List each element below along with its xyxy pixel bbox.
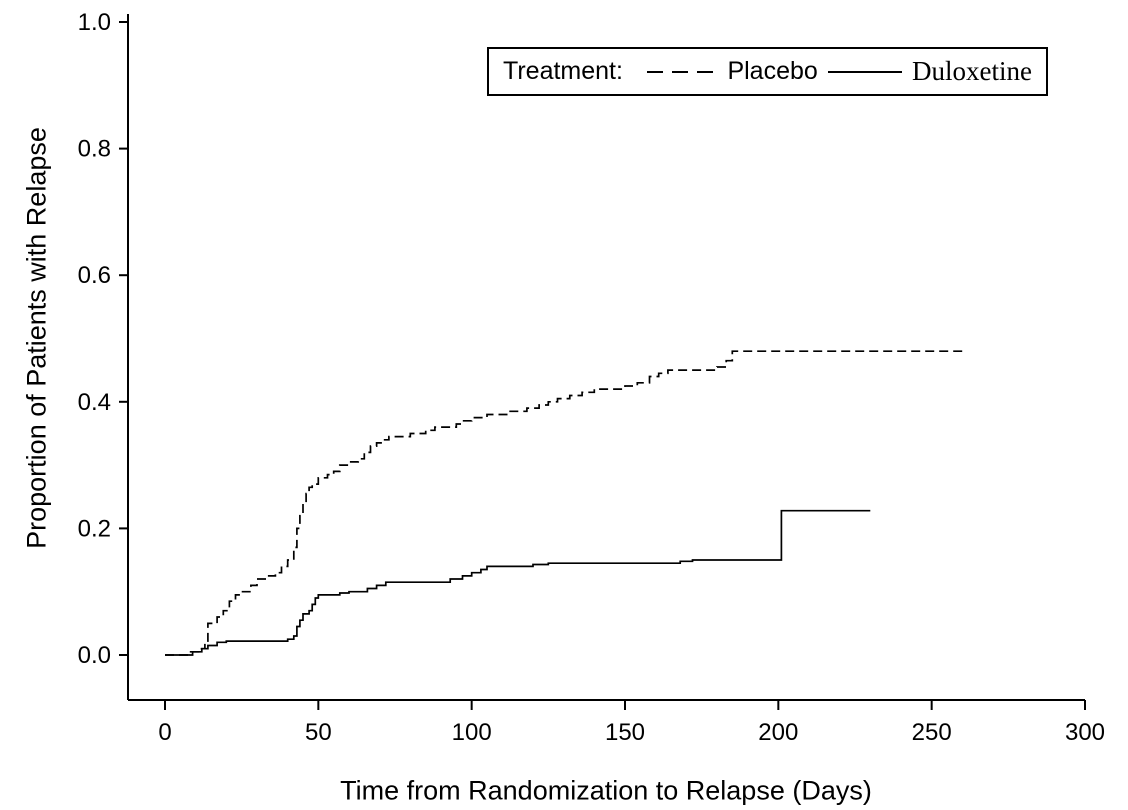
legend: Treatment: Placebo Duloxetine (487, 47, 1048, 96)
x-tick-label: 50 (305, 719, 332, 746)
x-tick-label: 250 (912, 719, 952, 746)
series-duloxetine-line (165, 509, 871, 656)
y-tick-label: 1.0 (78, 9, 111, 36)
x-tick-label: 300 (1065, 719, 1105, 746)
y-tick-label: 0.0 (78, 642, 111, 669)
y-tick-label: 0.2 (78, 515, 111, 542)
placebo-dashed-line-sample (646, 70, 718, 73)
x-tick-label: 150 (605, 719, 645, 746)
y-axis-title: Proportion of Patients with Relapse (21, 127, 52, 549)
x-tick-label: 0 (158, 719, 171, 746)
legend-title: Treatment: (503, 57, 623, 85)
legend-entry-duloxetine: Duloxetine (912, 56, 1032, 86)
series-placebo-line (165, 350, 963, 656)
y-tick-label: 0.4 (78, 389, 111, 416)
y-tick-label: 0.6 (78, 262, 111, 289)
legend-entry-placebo: Placebo (727, 57, 818, 85)
x-axis-title: Time from Randomization to Relapse (Days… (340, 775, 872, 806)
x-tick-label: 100 (452, 719, 492, 746)
y-tick-label: 0.8 (78, 136, 111, 163)
x-tick-label: 200 (758, 719, 798, 746)
duloxetine-solid-line-sample (827, 70, 903, 73)
